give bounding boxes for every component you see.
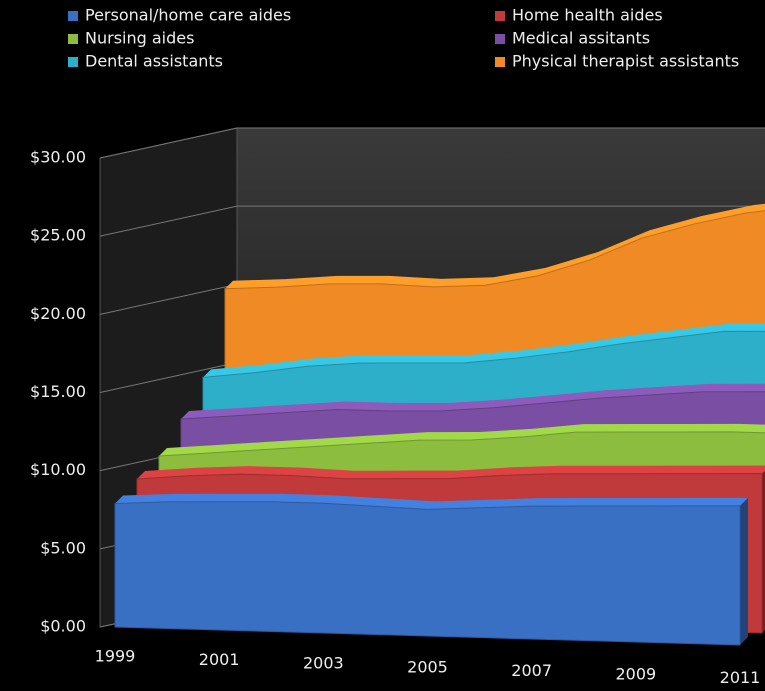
legend-swatch xyxy=(68,34,78,44)
legend-swatch xyxy=(495,57,505,67)
legend-label: Physical therapist assistants xyxy=(512,52,739,71)
legend-swatch xyxy=(495,34,505,44)
area xyxy=(114,501,741,646)
area-top xyxy=(181,383,765,420)
area-top xyxy=(225,203,765,289)
legend-label: Personal/home care aides xyxy=(85,6,291,25)
x-tick-label: 1999 xyxy=(95,647,136,666)
grid-line xyxy=(99,205,765,237)
y-tick-label: $0.00 xyxy=(40,617,86,636)
area-top xyxy=(115,493,748,510)
area-side xyxy=(762,470,765,633)
y-tick-label: $25.00 xyxy=(30,226,86,245)
x-tick-label: 2001 xyxy=(199,650,240,669)
legend-swatch xyxy=(495,11,505,21)
legend-swatch xyxy=(68,11,78,21)
legend-label: Home health aides xyxy=(512,6,663,25)
x-tick-label: 2007 xyxy=(511,661,552,680)
legend-label: Nursing aides xyxy=(85,29,194,48)
y-tick-label: $10.00 xyxy=(30,460,86,479)
legend-label: Medical assitants xyxy=(512,29,650,48)
y-tick-label: $30.00 xyxy=(30,148,86,167)
x-tick-label: 2005 xyxy=(407,657,448,676)
y-tick-label: $20.00 xyxy=(30,304,86,323)
area-side xyxy=(740,497,748,645)
x-tick-label: 2009 xyxy=(615,665,656,684)
legend-swatch xyxy=(68,57,78,67)
grid-line xyxy=(99,127,765,159)
y-tick-label: $5.00 xyxy=(40,538,86,557)
legend-label: Dental assistants xyxy=(85,52,223,71)
x-tick-label: 2011 xyxy=(720,668,761,687)
y-tick-label: $15.00 xyxy=(30,382,86,401)
x-tick-label: 2003 xyxy=(303,654,344,673)
